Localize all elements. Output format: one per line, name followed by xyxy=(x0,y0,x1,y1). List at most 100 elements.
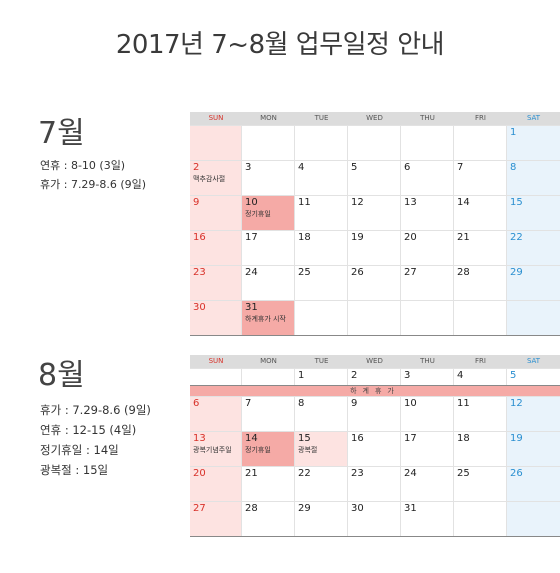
day-cell: 4 xyxy=(454,368,507,385)
day-number: 17 xyxy=(404,433,417,444)
empty-day-cell xyxy=(348,125,401,160)
empty-day-cell xyxy=(507,300,560,335)
day-number: 12 xyxy=(510,398,523,409)
day-number: 25 xyxy=(298,267,311,278)
day-cell: 2 맥추감사절 xyxy=(190,160,242,195)
empty-day-cell xyxy=(190,125,242,160)
day-number: 20 xyxy=(193,468,206,479)
day-cell: 28 xyxy=(242,501,295,536)
weekday-mon: MON xyxy=(260,114,277,122)
empty-day-cell xyxy=(454,501,507,536)
day-cell: 18 xyxy=(454,431,507,466)
empty-day-cell xyxy=(401,125,454,160)
day-cell: 9 xyxy=(348,396,401,431)
july-info-item: 연휴 : 8-10 (3일) xyxy=(40,159,126,172)
day-cell: 24 xyxy=(401,466,454,501)
day-note: 하계휴가 시작 xyxy=(245,315,286,323)
day-cell: 5 xyxy=(348,160,401,195)
weekday-mon: MON xyxy=(260,357,277,365)
weekday-wed: WED xyxy=(366,114,383,122)
empty-day-cell xyxy=(348,300,401,335)
day-cell: 22 xyxy=(295,466,348,501)
july-info-item: 휴가 : 7.29-8.6 (9일) xyxy=(40,178,147,191)
july-heading: 7월 xyxy=(38,116,85,151)
day-cell: 3 xyxy=(242,160,295,195)
day-cell: 5 xyxy=(507,368,560,385)
day-number: 24 xyxy=(245,267,258,278)
day-number: 23 xyxy=(193,267,206,278)
day-number: 9 xyxy=(351,398,358,409)
day-cell: 3 xyxy=(401,368,454,385)
day-cell: 6 xyxy=(401,160,454,195)
day-number: 3 xyxy=(404,370,411,381)
day-cell: 21 xyxy=(242,466,295,501)
day-number: 22 xyxy=(298,468,311,479)
july-day-grid: 1 2 맥추감사절 3 4 5 6 7 8 9 10 정기휴일 11 12 13 14 15 16 17 18 19 20… xyxy=(190,125,560,336)
day-number: 24 xyxy=(404,468,417,479)
day-cell: 31 xyxy=(401,501,454,536)
august-info-item: 정기휴일 : 14일 xyxy=(40,443,119,457)
day-cell: 1 xyxy=(507,125,560,160)
day-cell: 12 xyxy=(507,396,560,431)
day-number: 8 xyxy=(298,398,305,409)
day-cell: 10 정기휴일 xyxy=(242,195,295,230)
day-cell: 26 xyxy=(507,466,560,501)
day-cell: 12 xyxy=(348,195,401,230)
day-cell: 4 xyxy=(295,160,348,195)
day-cell: 28 xyxy=(454,265,507,300)
weekday-sat: SAT xyxy=(526,114,541,122)
day-number: 16 xyxy=(193,232,206,243)
day-cell: 19 xyxy=(507,431,560,466)
day-number: 6 xyxy=(193,398,200,409)
day-number: 10 xyxy=(404,398,417,409)
july-calendar: SUN MON TUE WED THU FRI SAT 1 2 맥추감사절 3 4 5 6 7… xyxy=(190,112,560,336)
day-number: 18 xyxy=(298,232,311,243)
day-number: 30 xyxy=(351,503,364,514)
day-number: 28 xyxy=(457,267,470,278)
day-number: 17 xyxy=(245,232,258,243)
day-number: 11 xyxy=(298,197,311,208)
day-number: 25 xyxy=(457,468,470,479)
weekday-sat: SAT xyxy=(526,357,541,365)
august-vacation-row: 하계휴가 xyxy=(190,386,560,396)
day-number: 21 xyxy=(245,468,258,479)
weekday-tue: TUE xyxy=(314,357,329,365)
day-cell: 9 xyxy=(190,195,242,230)
day-number: 13 xyxy=(404,197,417,208)
day-cell: 31 하계휴가 시작 xyxy=(242,300,295,335)
day-cell: 27 xyxy=(401,265,454,300)
day-cell: 25 xyxy=(295,265,348,300)
august-day-grid: 6 7 8 9 10 11 12 13 광복기념주일 14 정기휴일 15 광복절 16 17 18 19 20 2… xyxy=(190,396,560,537)
day-number: 3 xyxy=(245,162,252,173)
day-number: 5 xyxy=(351,162,358,173)
day-cell: 23 xyxy=(348,466,401,501)
day-cell: 13 xyxy=(401,195,454,230)
august-info-item: 광복절 : 15일 xyxy=(40,463,109,477)
weekday-thu: THU xyxy=(420,114,435,122)
day-cell: 23 xyxy=(190,265,242,300)
day-cell: 7 xyxy=(242,396,295,431)
day-number: 1 xyxy=(510,127,517,138)
august-weekday-header: SUN MON TUE WED THU FRI SAT xyxy=(190,355,560,368)
day-number: 6 xyxy=(404,162,411,173)
day-number: 26 xyxy=(351,267,364,278)
day-cell: 25 xyxy=(454,466,507,501)
day-number: 31 xyxy=(404,503,417,514)
day-cell: 24 xyxy=(242,265,295,300)
day-number: 2 xyxy=(351,370,358,381)
day-cell: 15 xyxy=(507,195,560,230)
page-title: 2017년 7~8월 업무일정 안내 xyxy=(115,30,445,60)
day-number: 29 xyxy=(510,267,523,278)
day-number: 2 xyxy=(193,162,200,173)
day-number: 27 xyxy=(404,267,417,278)
weekday-fri: FRI xyxy=(475,357,486,365)
day-cell: 2 xyxy=(348,368,401,385)
day-number: 4 xyxy=(298,162,305,173)
day-cell: 17 xyxy=(401,431,454,466)
day-cell: 29 xyxy=(507,265,560,300)
day-number: 14 xyxy=(457,197,470,208)
day-cell: 26 xyxy=(348,265,401,300)
day-number: 11 xyxy=(457,398,470,409)
day-cell: 13 광복기념주일 xyxy=(190,431,242,466)
weekday-fri: FRI xyxy=(475,114,486,122)
